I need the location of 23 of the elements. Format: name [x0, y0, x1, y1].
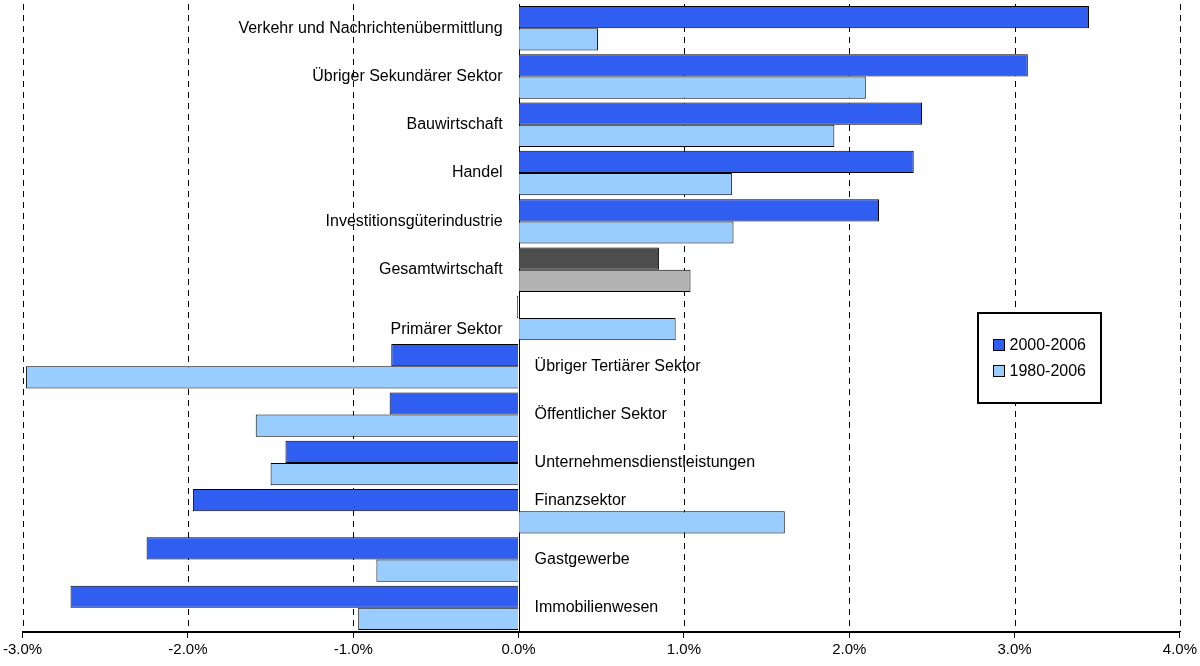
- y-tick-label: Bauwirtschaft: [406, 115, 504, 133]
- y-tick-label: Primärer Sektor: [390, 319, 504, 337]
- y-tick-label: Investitionsgüterindustrie: [325, 211, 503, 229]
- x-tick-label: 1.0%: [666, 640, 702, 658]
- x-tick-label: 3.0%: [997, 640, 1032, 658]
- x-tick-label: 2.0%: [832, 640, 867, 658]
- y-tick-label: Verkehr und Nachrichtenübermittlung: [238, 18, 503, 36]
- y-tick-label: Gastgewerbe: [534, 549, 630, 567]
- legend-label: 1980-2006: [1009, 362, 1086, 380]
- y-tick-label: Übriger Sekundärer Sektor: [312, 66, 504, 84]
- x-tick-label: 4.0%: [1162, 640, 1198, 658]
- x-tick-label: 0.0%: [501, 640, 536, 658]
- x-tick-label: -1.0%: [333, 640, 373, 658]
- y-tick-label: Übriger Tertiärer Sektor: [534, 356, 702, 374]
- y-tick-label: Handel: [451, 163, 503, 181]
- y-tick-label: Unternehmensdienstleistungen: [534, 453, 756, 471]
- y-tick-label: Finanzsektor: [534, 490, 627, 508]
- y-tick-label: Öffentlicher Sektor: [534, 405, 668, 423]
- x-tick-label: -2.0%: [168, 640, 208, 658]
- y-tick-label: Gesamtwirtschaft: [378, 260, 504, 278]
- y-tick-label: Immobilienwesen: [534, 598, 659, 616]
- x-tick-label: -3.0%: [3, 640, 43, 658]
- legend-label: 2000-2006: [1009, 336, 1086, 354]
